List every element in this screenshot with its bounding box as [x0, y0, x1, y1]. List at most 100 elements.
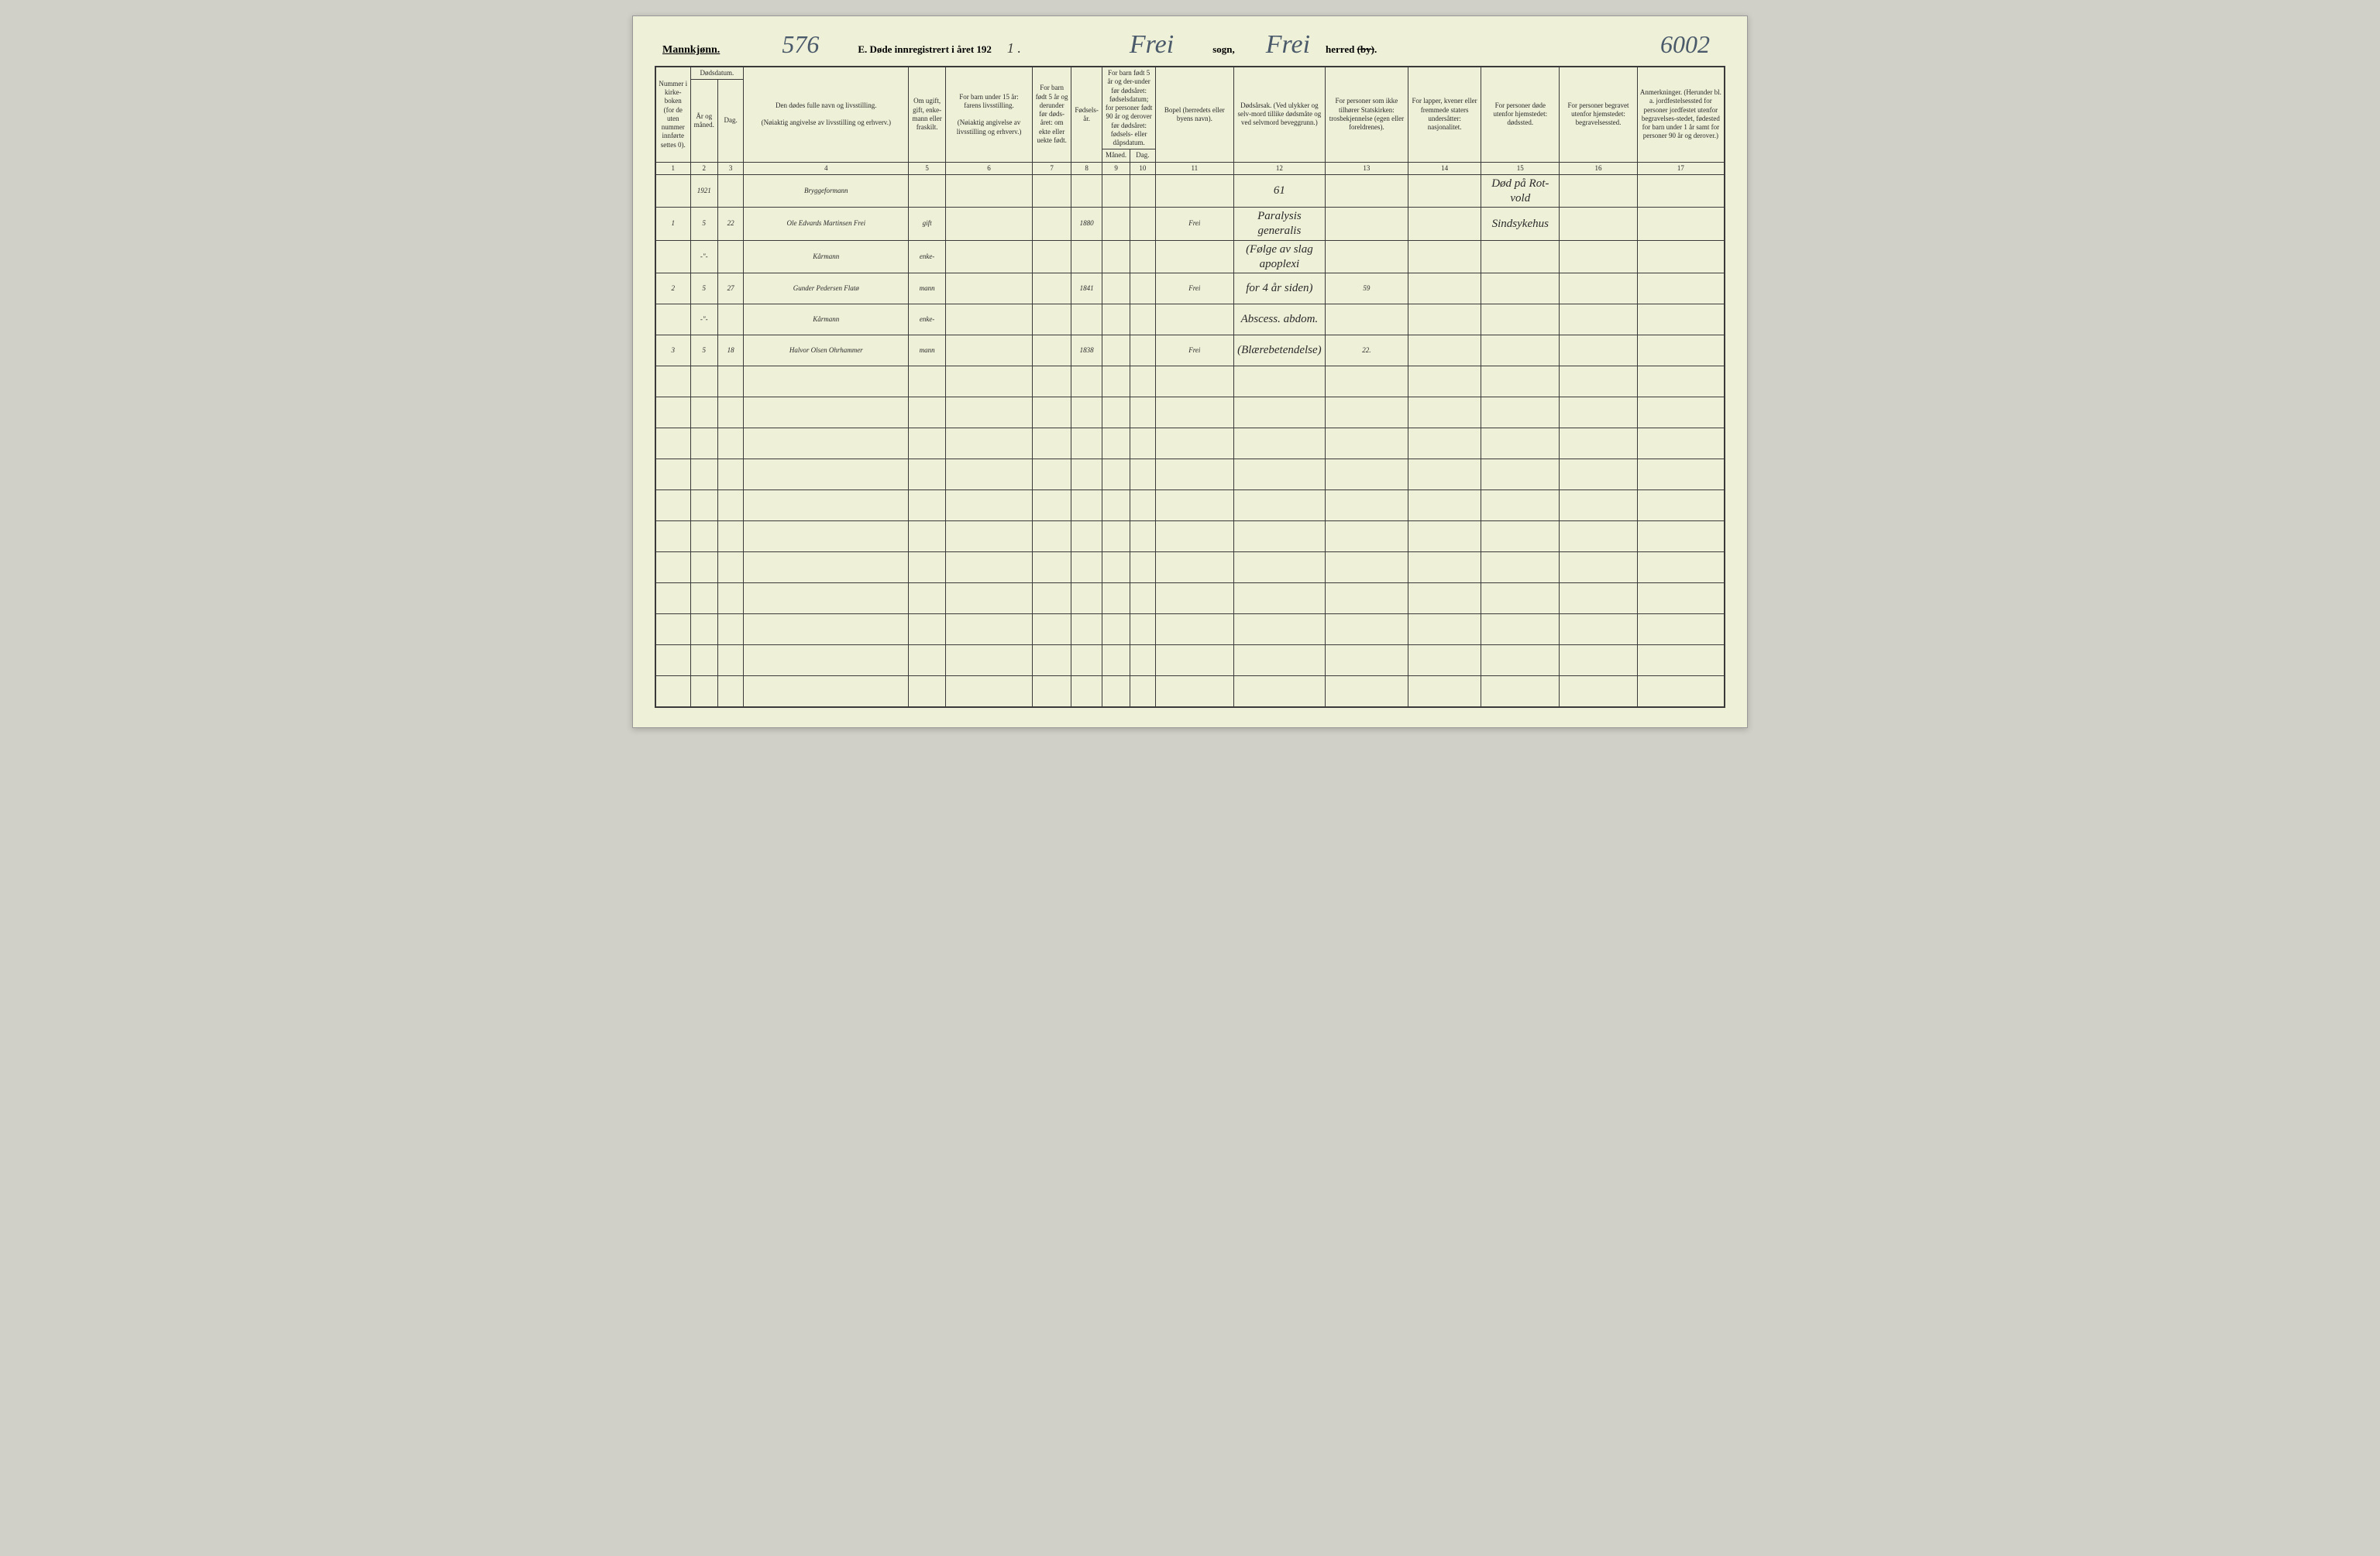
empty-cell [1071, 676, 1102, 707]
data-cell: enke- [909, 304, 945, 335]
empty-cell [909, 552, 945, 583]
empty-cell [690, 397, 718, 428]
empty-cell [945, 490, 1033, 521]
empty-cell [1560, 583, 1638, 614]
table-body: 1 2 3 4 5 6 7 8 9 10 11 12 13 14 15 16 1… [655, 162, 1725, 707]
empty-cell [945, 397, 1033, 428]
data-cell [1033, 208, 1071, 241]
empty-cell [1637, 428, 1725, 459]
empty-cell [1233, 490, 1325, 521]
empty-cell [1408, 552, 1481, 583]
empty-cell [1102, 428, 1130, 459]
empty-cell [909, 366, 945, 397]
sogn-value: Frei [1130, 30, 1174, 60]
empty-cell [718, 428, 744, 459]
empty-cell [655, 676, 690, 707]
empty-cell [1033, 366, 1071, 397]
empty-cell [1130, 521, 1155, 552]
empty-cell [945, 645, 1033, 676]
empty-cell [1326, 521, 1408, 552]
data-cell [1130, 304, 1155, 335]
data-cell [945, 208, 1033, 241]
data-cell [1637, 208, 1725, 241]
empty-cell [744, 490, 909, 521]
empty-cell [1326, 676, 1408, 707]
data-cell [1560, 240, 1638, 273]
data-cell [718, 240, 744, 273]
data-cell: 27 [718, 273, 744, 304]
empty-cell [909, 583, 945, 614]
empty-cell [744, 397, 909, 428]
colnum-cell: 12 [1233, 162, 1325, 174]
empty-row [655, 583, 1725, 614]
empty-row [655, 645, 1725, 676]
empty-cell [690, 521, 718, 552]
empty-cell [1102, 552, 1130, 583]
empty-cell [1156, 676, 1234, 707]
data-cell: Sindsykehus [1481, 208, 1560, 241]
empty-cell [1130, 614, 1155, 645]
empty-cell [690, 366, 718, 397]
data-cell [1102, 240, 1130, 273]
empty-cell [1233, 583, 1325, 614]
ledger-page: Mannkjønn. 576 E. Døde innregistrert i å… [632, 15, 1748, 728]
data-cell [1637, 304, 1725, 335]
empty-cell [909, 521, 945, 552]
empty-cell [1326, 459, 1408, 490]
col-header-12: Dødsårsak. (Ved ulykker og selv-mord til… [1233, 67, 1325, 162]
empty-cell [1637, 521, 1725, 552]
empty-cell [909, 459, 945, 490]
empty-cell [718, 521, 744, 552]
year-handwritten: 1 . [1007, 40, 1021, 57]
page-number-left: 576 [782, 30, 819, 59]
empty-row [655, 552, 1725, 583]
data-cell: 1880 [1071, 208, 1102, 241]
data-cell [945, 240, 1033, 273]
data-cell [1033, 240, 1071, 273]
empty-cell [945, 366, 1033, 397]
empty-cell [1071, 521, 1102, 552]
data-cell: -"- [690, 304, 718, 335]
empty-cell [1033, 676, 1071, 707]
col-header-16: For personer begravet utenfor hjemstedet… [1560, 67, 1638, 162]
data-cell [1408, 208, 1481, 241]
empty-cell [690, 614, 718, 645]
colnum-cell: 15 [1481, 162, 1560, 174]
empty-cell [744, 366, 909, 397]
data-cell [655, 240, 690, 273]
empty-cell [1102, 676, 1130, 707]
data-cell: Frei [1156, 335, 1234, 366]
empty-cell [655, 490, 690, 521]
register-title: E. Døde innregistrert i året 192 [858, 43, 992, 56]
col-header-9a: Måned. [1102, 149, 1130, 162]
empty-cell [1637, 583, 1725, 614]
data-cell: 1921 [690, 174, 718, 208]
data-cell: (Blærebetendelse) [1233, 335, 1325, 366]
empty-cell [1408, 397, 1481, 428]
data-cell [1326, 174, 1408, 208]
data-cell [1033, 174, 1071, 208]
empty-cell [1130, 366, 1155, 397]
empty-cell [1481, 366, 1560, 397]
empty-cell [1481, 676, 1560, 707]
empty-cell [744, 459, 909, 490]
empty-cell [1071, 645, 1102, 676]
data-cell [1560, 304, 1638, 335]
empty-cell [1130, 552, 1155, 583]
empty-cell [1326, 366, 1408, 397]
data-cell: 5 [690, 208, 718, 241]
data-cell [1637, 240, 1725, 273]
col-header-1: Nummer i kirke-boken (for de uten nummer… [655, 67, 690, 162]
colnum-cell: 2 [690, 162, 718, 174]
data-cell: gift [909, 208, 945, 241]
empty-cell [718, 552, 744, 583]
table-row: 1921Bryggeformann61Død på Rot-vold [655, 174, 1725, 208]
empty-row [655, 521, 1725, 552]
empty-cell [1130, 490, 1155, 521]
col-header-17: Anmerkninger. (Herunder bl. a. jordfeste… [1637, 67, 1725, 162]
empty-cell [744, 552, 909, 583]
data-cell: 1841 [1071, 273, 1102, 304]
data-cell [718, 304, 744, 335]
empty-cell [945, 614, 1033, 645]
empty-cell [1408, 490, 1481, 521]
